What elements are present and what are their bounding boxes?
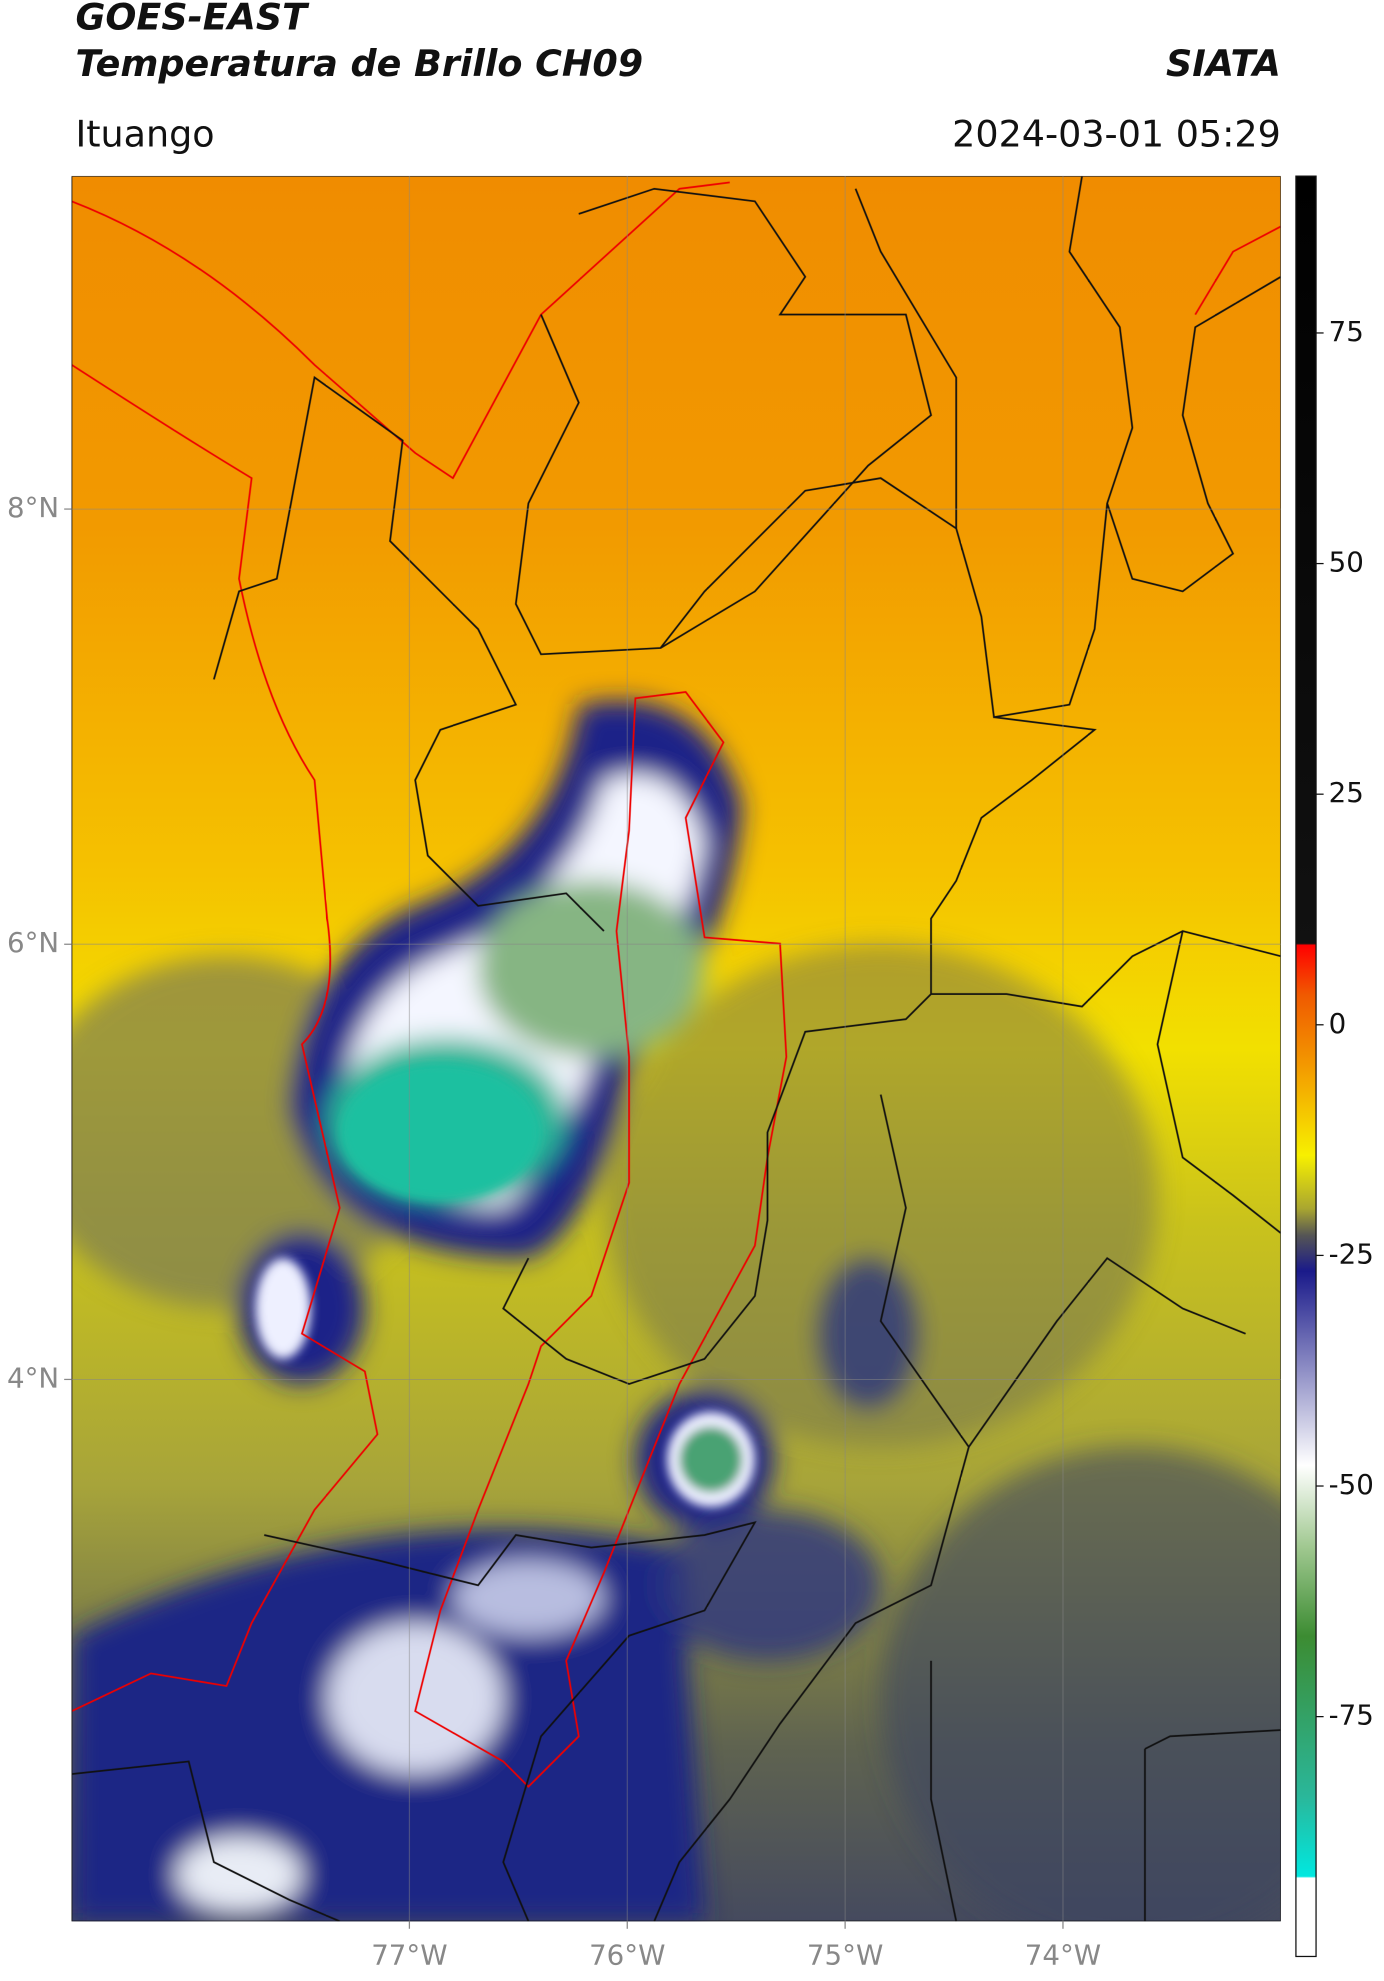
colorbar-tick-label: 25 [1329,776,1364,809]
colorbar-tick-label: 0 [1329,1007,1347,1040]
satellite-image [71,176,1281,1922]
y-tick-label: 4°N [7,1361,59,1394]
y-tick-label: 6°N [7,926,59,959]
x-tick-label: 75°W [807,1938,883,1971]
x-tick-label: 74°W [1025,1938,1101,1971]
source: SIATA [1166,42,1281,85]
x-tick-label: 77°W [371,1938,447,1971]
colorbar-tick-label: -50 [1329,1468,1374,1501]
colorbar-tick-label: -25 [1329,1237,1374,1270]
colorbar-tick-label: 75 [1329,315,1364,348]
subtitle: Temperatura de Brillo CH09 [75,42,643,85]
location: Ituango [75,112,214,155]
x-tick-label: 76°W [589,1938,665,1971]
colorbar [1295,175,1317,1958]
datetime: 2024-03-01 05:29 [952,112,1281,155]
colorbar-tick-label: 50 [1329,546,1364,579]
title: GOES-EAST [75,0,310,38]
axes: 77°W 76°W 75°W 74°W 8°N 6°N 4°N 75 50 25 0 -25 -50 -7… [7,176,1374,1971]
colorbar-tick-label: -75 [1329,1699,1374,1732]
y-tick-label: 8°N [7,491,59,524]
